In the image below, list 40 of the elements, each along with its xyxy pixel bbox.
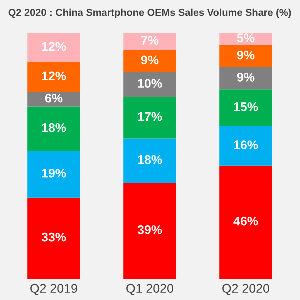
bar [124,72,176,97]
data-label: 10% [138,79,162,88]
bar [28,62,80,92]
data-label: 9% [237,73,255,82]
bar [124,138,176,184]
data-label: 15% [234,102,258,112]
bar [220,33,272,46]
bar [28,92,80,107]
x-tick-label: Q2 2020 [222,284,270,296]
bar [124,183,176,279]
bar [220,67,272,90]
data-label: 33% [42,232,66,242]
bar [220,126,272,166]
data-label: 19% [42,168,66,178]
data-label: 16% [234,140,258,150]
bar [28,106,80,152]
x-tick-label: Q1 2020 [126,284,174,296]
data-label: 5% [237,34,255,43]
bar [220,90,272,126]
data-label: 9% [237,50,255,60]
data-label: 12% [42,42,66,52]
data-label: 9% [141,56,159,65]
x-tick-label: Q2 2019 [30,284,78,296]
bar [220,166,272,279]
bar [28,198,80,279]
data-label: 7% [142,36,159,45]
bar [28,33,80,63]
data-label: 17% [138,112,162,122]
data-label: 18% [138,155,162,164]
data-label: 6% [45,94,63,103]
data-label: 39% [138,226,162,234]
data-label: 46% [234,216,258,226]
bar [124,50,176,72]
chart-title: Q2 2020 : China Smartphone OEMs Sales Volume Share (%) [8,8,292,18]
bar [28,151,80,198]
bar [124,33,176,50]
data-label: 18% [42,123,66,132]
data-label: 12% [42,72,66,81]
bar [220,45,272,68]
bar [124,96,176,139]
